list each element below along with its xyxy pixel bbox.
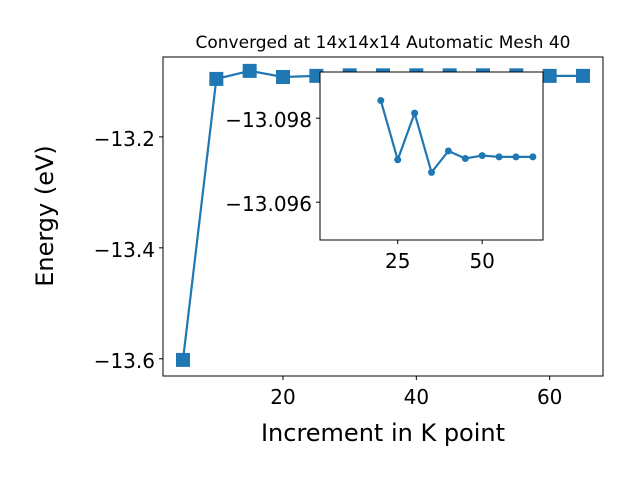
y-tick-label: −13.096: [225, 192, 312, 216]
x-tick-label: 60: [537, 385, 562, 409]
x-tick-label: 40: [404, 385, 429, 409]
marker: [542, 68, 557, 83]
x-tick-label: 20: [270, 385, 295, 409]
x-tick-label: 25: [385, 249, 410, 273]
y-tick-label: −13.4: [94, 238, 155, 262]
marker: [495, 153, 503, 161]
chart-title: Converged at 14x14x14 Automatic Mesh 40: [196, 33, 571, 53]
marker: [512, 153, 520, 161]
y-tick-label: −13.098: [225, 108, 312, 132]
plot-area: 25 50 −13.098 −13.096: [225, 71, 544, 273]
marker: [377, 97, 385, 105]
series-layer: [377, 97, 537, 176]
axes-frame: [319, 71, 544, 241]
marker: [276, 69, 290, 84]
marker: [576, 68, 590, 83]
x-tick-label: 50: [469, 249, 494, 273]
marker: [394, 156, 402, 164]
y-axis-label: Energy (eV): [31, 145, 59, 287]
marker: [242, 63, 257, 78]
marker: [478, 152, 486, 160]
marker: [461, 155, 469, 163]
marker: [444, 147, 452, 155]
marker: [411, 109, 419, 117]
marker: [428, 168, 435, 176]
marker: [176, 352, 190, 367]
x-axis-label: Increment in K point: [261, 419, 505, 447]
line: [379, 100, 533, 175]
marker: [529, 153, 537, 161]
y-tick-label: −13.6: [94, 349, 155, 373]
marker: [209, 71, 224, 86]
axes-frame: [162, 56, 604, 377]
y-tick-label: −13.2: [94, 127, 155, 151]
